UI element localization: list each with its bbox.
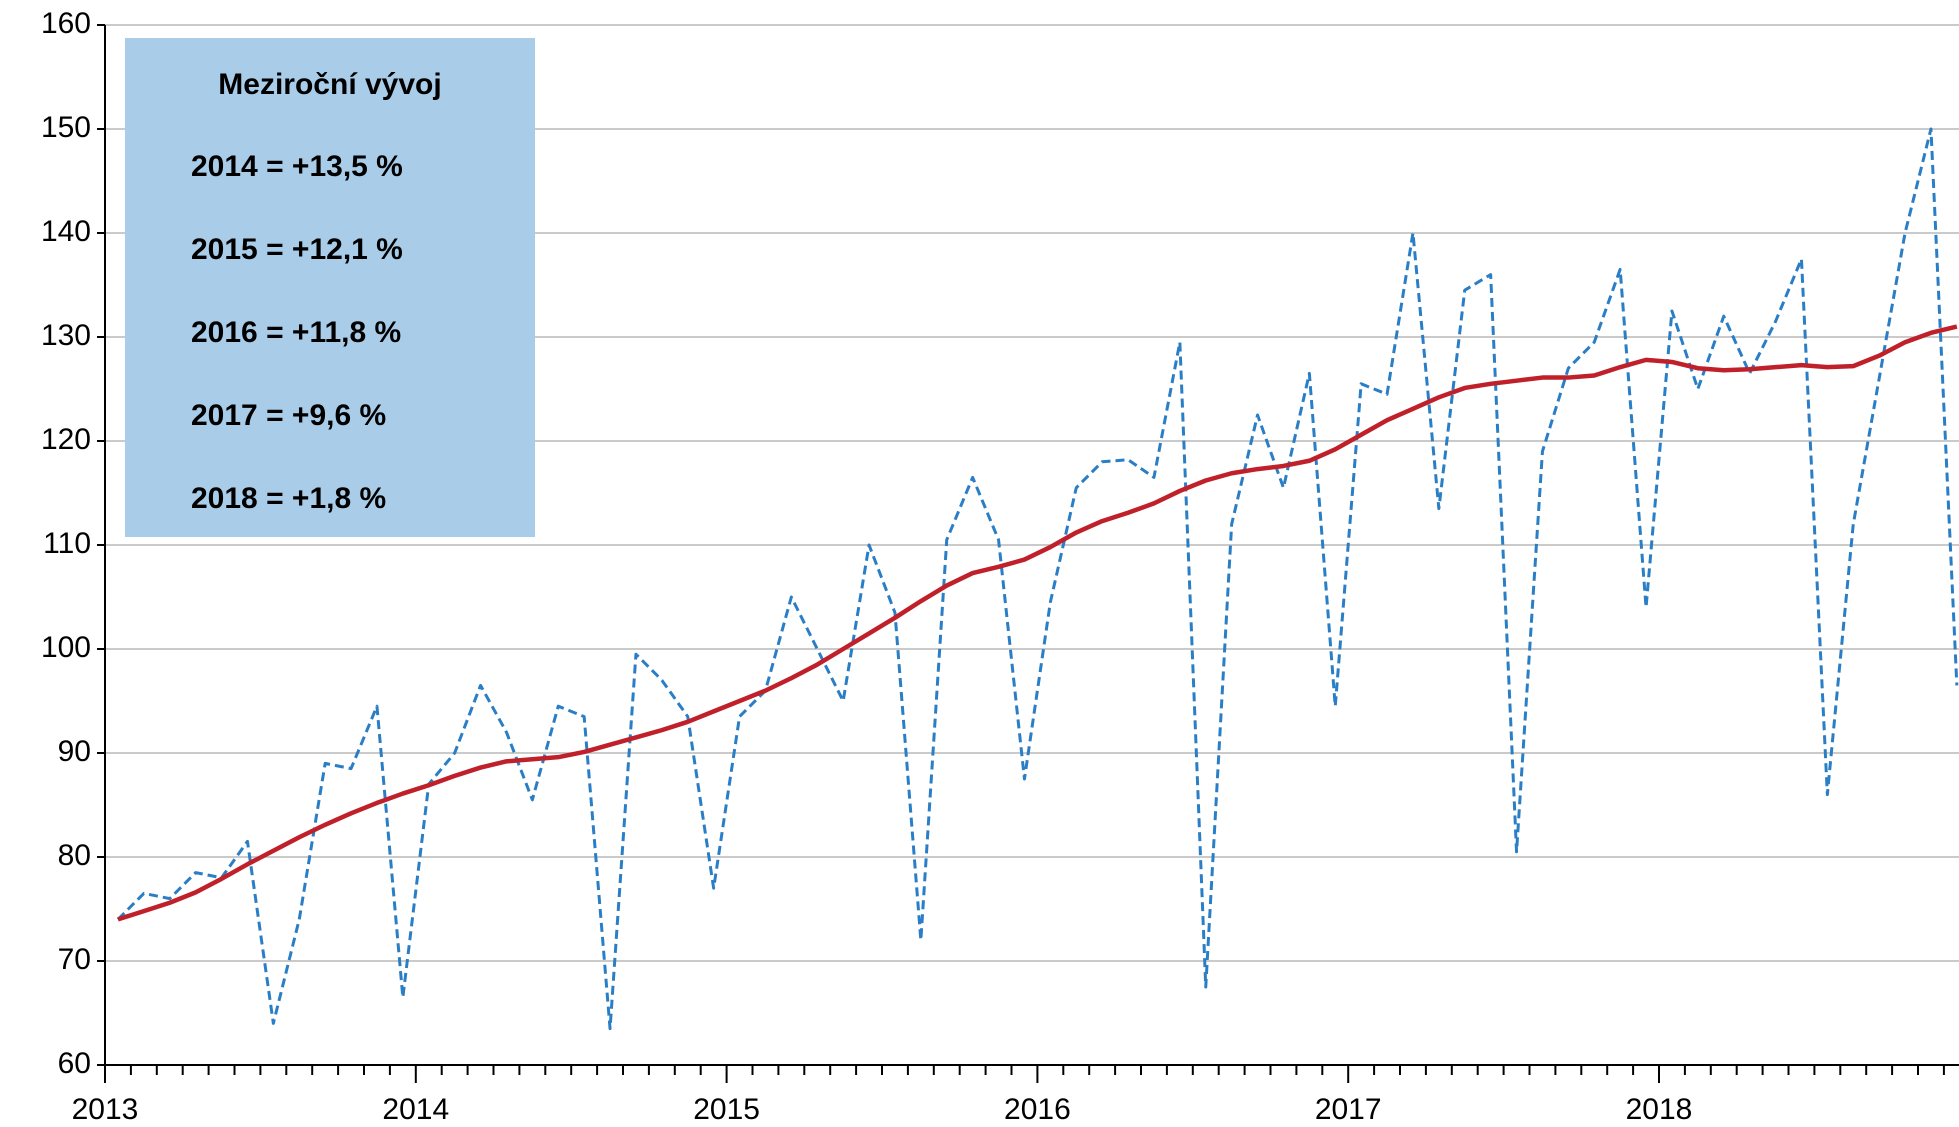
annotation-box — [125, 38, 535, 537]
y-tick-label: 150 — [41, 111, 91, 144]
x-tick-label: 2016 — [1004, 1093, 1071, 1126]
y-tick-label: 90 — [58, 735, 91, 768]
annotation-line: 2014 = +13,5 % — [191, 150, 403, 183]
y-tick-label: 100 — [41, 631, 91, 664]
y-tick-label: 80 — [58, 839, 91, 872]
y-tick-label: 160 — [41, 7, 91, 40]
annotation-line: 2017 = +9,6 % — [191, 399, 386, 432]
series-line — [116, 127, 1959, 1031]
y-tick-label: 120 — [41, 423, 91, 456]
x-tick-label: 2013 — [72, 1093, 139, 1126]
y-tick-label: 60 — [58, 1047, 91, 1080]
x-tick-label: 2015 — [693, 1093, 760, 1126]
y-tick-label: 140 — [41, 215, 91, 248]
y-tick-label: 110 — [43, 527, 91, 560]
annotation-title: Meziroční vývoj — [218, 68, 441, 101]
y-tick-label: 130 — [41, 319, 91, 352]
x-tick-label: 2014 — [382, 1093, 449, 1126]
annotation-line: 2015 = +12,1 % — [191, 233, 403, 266]
annotation-line: 2018 = +1,8 % — [191, 482, 386, 515]
x-tick-label: 2018 — [1626, 1093, 1693, 1126]
annotation-line: 2016 = +11,8 % — [191, 316, 401, 349]
x-tick-label: 2017 — [1315, 1093, 1382, 1126]
series-line — [117, 324, 1958, 922]
y-tick-label: 70 — [58, 943, 91, 976]
